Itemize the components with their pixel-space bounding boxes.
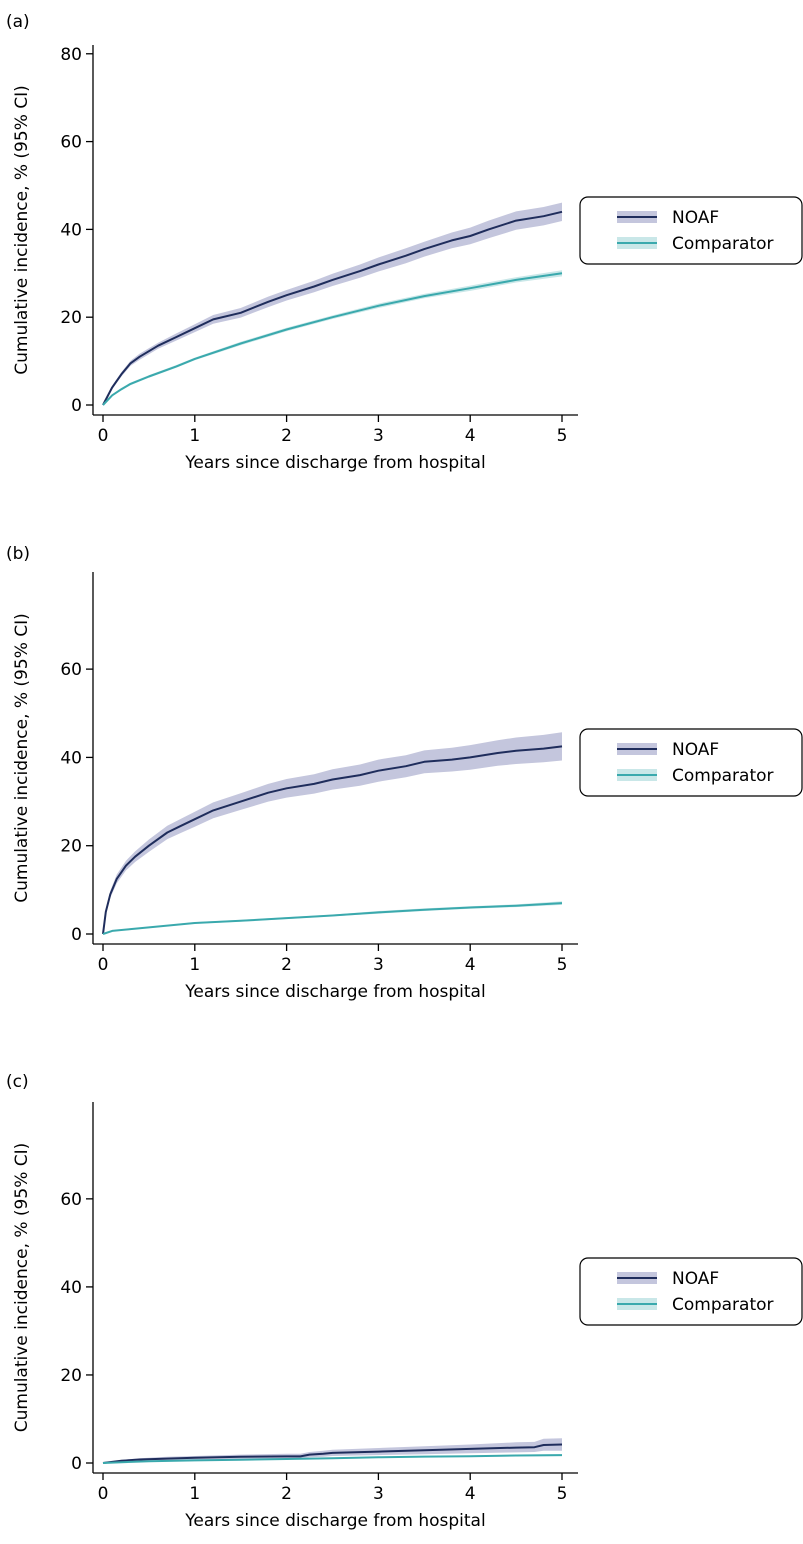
x-tick-label: 3 <box>373 1484 384 1504</box>
x-tick-label: 3 <box>373 955 384 975</box>
x-axis-title: Years since discharge from hospital <box>184 1511 485 1531</box>
y-tick-label: 20 <box>60 837 82 857</box>
x-tick-label: 0 <box>98 426 109 446</box>
series-line-comparator <box>102 1454 563 1464</box>
panel-label: (b) <box>6 544 30 564</box>
x-tick-label: 4 <box>465 955 476 975</box>
x-tick-label: 2 <box>281 426 292 446</box>
legend: NOAF Comparator <box>579 196 803 265</box>
x-tick-label: 2 <box>281 1484 292 1504</box>
series-line-comparator <box>102 272 563 406</box>
x-tick-label: 3 <box>373 426 384 446</box>
y-tick-label: 60 <box>60 133 82 153</box>
x-tick-label: 5 <box>557 955 568 975</box>
series-line-noaf <box>102 210 563 406</box>
panel-label: (a) <box>6 12 30 32</box>
ci-band-noaf <box>103 732 562 934</box>
legend: NOAF Comparator <box>579 1257 803 1326</box>
x-tick-label: 4 <box>465 1484 476 1504</box>
y-tick-label: 60 <box>60 1190 82 1210</box>
x-tick-label: 0 <box>98 955 109 975</box>
legend-label-comparator: Comparator <box>672 234 774 254</box>
chart-panel-a: (a) 0 20 40 60 80 0 1 2 3 4 5 Years since discharge … <box>6 12 803 473</box>
x-tick-label: 0 <box>98 1484 109 1504</box>
x-tick-label: 5 <box>557 426 568 446</box>
y-axis-title: Cumulative incidence, % (95% CI) <box>12 1143 32 1433</box>
x-axis-title: Years since discharge from hospital <box>184 982 485 1002</box>
legend-label-noaf: NOAF <box>672 1269 719 1289</box>
y-tick-label: 60 <box>60 660 82 680</box>
chart-panel-c: (c) 0 20 40 60 0 1 2 3 4 5 Years since discharge fr… <box>6 1072 803 1531</box>
y-tick-label: 0 <box>71 925 82 945</box>
x-tick-label: 4 <box>465 426 476 446</box>
y-tick-label: 20 <box>60 1366 82 1386</box>
x-tick-label: 2 <box>281 955 292 975</box>
x-tick-label: 1 <box>189 426 200 446</box>
panel-label: (c) <box>6 1072 29 1092</box>
x-tick-label: 1 <box>189 955 200 975</box>
series-line-noaf <box>102 1443 563 1464</box>
y-tick-label: 40 <box>60 748 82 768</box>
x-tick-label: 5 <box>557 1484 568 1504</box>
y-tick-label: 0 <box>71 396 82 416</box>
series-line-noaf <box>102 745 563 935</box>
chart-panel-b: (b) 0 20 40 60 0 1 2 3 4 5 Years since discharge fr… <box>6 544 803 1002</box>
series-line-comparator <box>102 902 563 935</box>
y-tick-label: 20 <box>60 308 82 328</box>
legend: NOAF Comparator <box>579 728 803 797</box>
ci-band-noaf <box>103 202 562 405</box>
y-tick-label: 40 <box>60 220 82 240</box>
y-axis-title: Cumulative incidence, % (95% CI) <box>12 85 32 375</box>
legend-label-comparator: Comparator <box>672 766 774 786</box>
y-tick-label: 0 <box>71 1454 82 1474</box>
x-tick-label: 1 <box>189 1484 200 1504</box>
y-tick-label: 40 <box>60 1278 82 1298</box>
y-axis-title: Cumulative incidence, % (95% CI) <box>12 613 32 903</box>
legend-label-comparator: Comparator <box>672 1295 774 1315</box>
x-axis-title: Years since discharge from hospital <box>184 453 485 473</box>
legend-label-noaf: NOAF <box>672 208 719 228</box>
y-tick-label: 80 <box>60 45 82 65</box>
legend-label-noaf: NOAF <box>672 740 719 760</box>
